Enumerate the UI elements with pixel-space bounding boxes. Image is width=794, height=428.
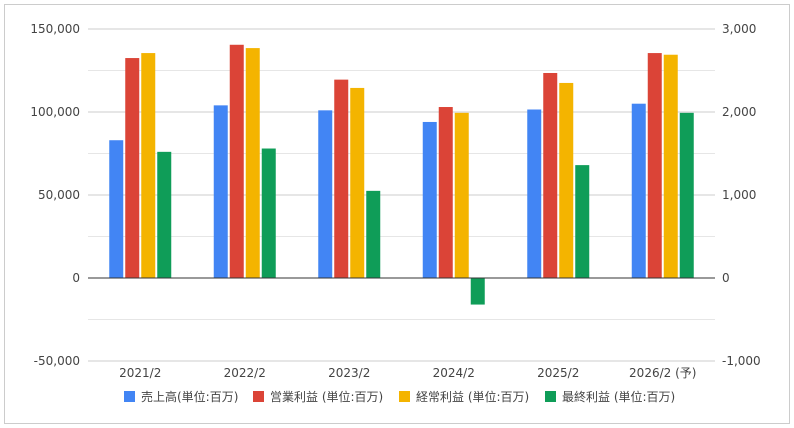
bar <box>454 112 469 278</box>
legend-label: 最終利益 (単位:百万) <box>562 389 675 404</box>
right-tick-label: 0 <box>722 271 730 285</box>
bar <box>470 278 485 305</box>
x-tick-label: 2023/2 <box>328 366 370 380</box>
legend-swatch <box>124 391 135 402</box>
x-tick-label: 2022/2 <box>224 366 266 380</box>
bar <box>559 82 574 278</box>
legend-label: 売上高(単位:百万) <box>141 389 238 404</box>
legend-swatch <box>253 391 264 402</box>
bar <box>213 105 228 278</box>
right-tick-label: -1,000 <box>722 354 761 368</box>
left-tick-label: -50,000 <box>34 354 80 368</box>
bar <box>663 54 678 279</box>
bar <box>631 103 646 278</box>
x-tick-label: 2021/2 <box>119 366 161 380</box>
legend-label: 営業利益 (単位:百万) <box>270 389 383 404</box>
bar <box>125 58 140 278</box>
bar <box>679 112 694 278</box>
bar <box>575 165 590 278</box>
bar <box>245 48 260 279</box>
bar <box>350 87 365 279</box>
gridlines <box>88 28 715 362</box>
bar <box>438 107 453 279</box>
bar <box>647 53 662 278</box>
x-tick-label: 2026/2 (予) <box>629 366 696 380</box>
left-tick-label: 150,000 <box>30 22 80 36</box>
right-axis-ticks: -1,000 0 1,000 2,000 3,000 <box>722 22 761 368</box>
bars <box>109 44 694 305</box>
bar <box>527 109 542 278</box>
legend-swatch <box>545 391 556 402</box>
bar <box>318 110 333 278</box>
bar <box>422 121 437 279</box>
x-axis-ticks: 2021/2 2022/2 2023/2 2024/2 2025/2 2026/2 (予) <box>119 366 696 380</box>
legend: 売上高(単位:百万) 営業利益 (単位:百万) 経常利益 (単位:百万) 最終利益 (… <box>124 389 675 404</box>
bar <box>334 79 349 278</box>
bar <box>366 190 381 278</box>
legend-swatch <box>399 391 410 402</box>
right-tick-label: 3,000 <box>722 22 756 36</box>
x-tick-label: 2024/2 <box>433 366 475 380</box>
bar <box>229 44 244 278</box>
legend-label: 経常利益 (単位:百万) <box>416 389 529 404</box>
left-tick-label: 100,000 <box>30 105 80 119</box>
bar <box>141 53 156 278</box>
bar <box>109 140 124 278</box>
bar <box>261 148 276 278</box>
right-tick-label: 1,000 <box>722 188 756 202</box>
bar <box>157 151 172 278</box>
bar <box>543 72 558 279</box>
left-axis-ticks: -50,000 0 50,000 100,000 150,000 <box>30 22 80 368</box>
right-tick-label: 2,000 <box>722 105 756 119</box>
left-tick-label: 50,000 <box>38 188 80 202</box>
left-tick-label: 0 <box>72 271 80 285</box>
x-tick-label: 2025/2 <box>537 366 579 380</box>
